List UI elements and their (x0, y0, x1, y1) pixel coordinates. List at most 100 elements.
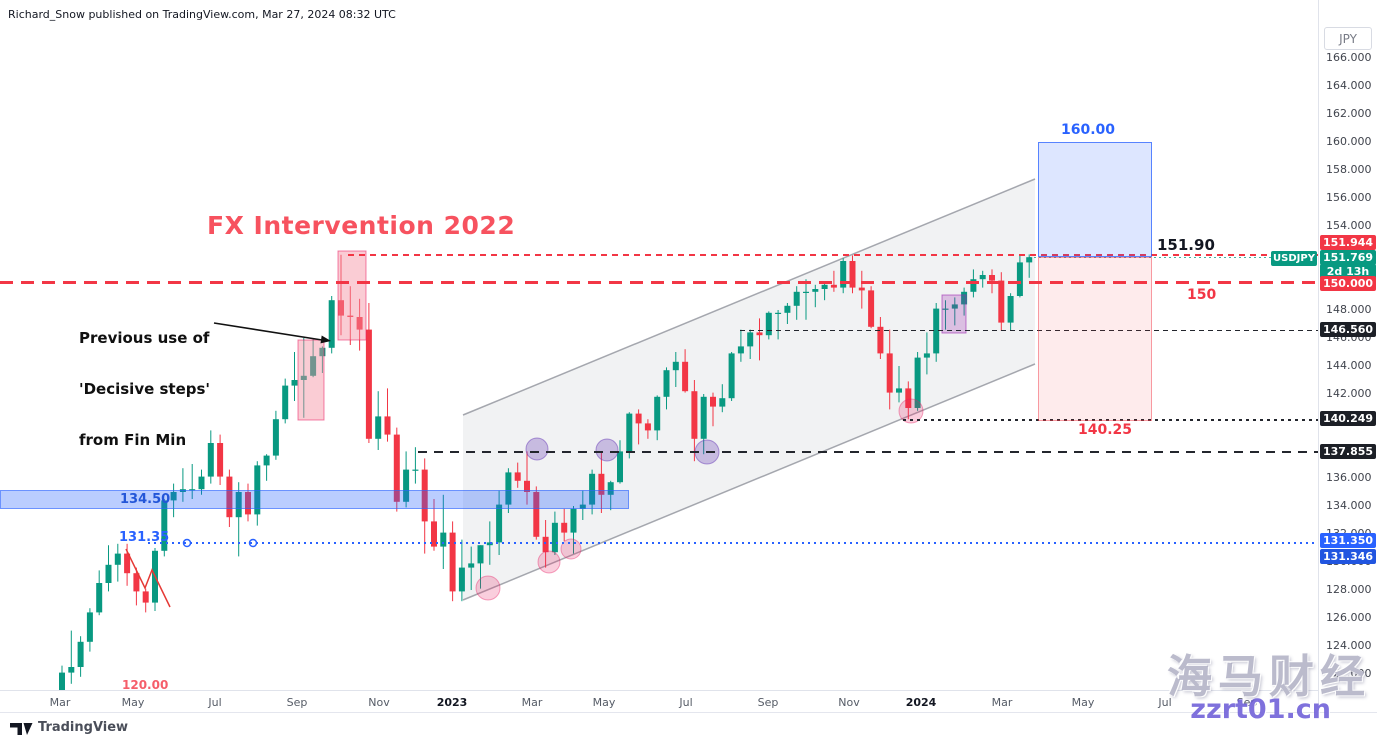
candle (905, 388, 912, 408)
attribution-text: Richard_Snow published on TradingView.co… (8, 8, 396, 21)
time-label-month: Sep (757, 696, 779, 709)
price-tick: 134.000 (1326, 499, 1372, 512)
candle (533, 492, 540, 537)
candle (263, 455, 270, 466)
candle (524, 480, 530, 492)
level-line-140-249[interactable] (903, 419, 1318, 421)
level-line-137-855[interactable] (418, 451, 1318, 453)
candle (272, 419, 279, 456)
candle (561, 522, 568, 533)
price-tick: 148.000 (1326, 303, 1372, 316)
candle (821, 284, 828, 289)
pink-marker-circle (475, 575, 501, 601)
level-line-151-90[interactable] (348, 254, 1318, 256)
candle (328, 300, 335, 348)
symbol-badge: USDJPY (1271, 251, 1317, 266)
downside-target-box[interactable] (1038, 257, 1152, 421)
candle (449, 532, 456, 592)
price-axis[interactable]: JPY 166.000 164.000 162.000 160.000 158.000 1… (1318, 0, 1377, 711)
time-label-month: May (592, 696, 616, 709)
candle (607, 482, 614, 495)
candle (198, 476, 205, 490)
time-label-month: Sep (1236, 696, 1258, 709)
candle (142, 591, 149, 603)
tradingview-brand-text[interactable]: TradingView (38, 720, 129, 735)
candle (923, 353, 930, 358)
candle (775, 312, 782, 314)
candle (189, 489, 196, 491)
candle (1016, 262, 1023, 296)
pink-marker-circle (537, 550, 561, 574)
candle (942, 308, 949, 310)
support-zone-134-50[interactable] (0, 490, 629, 509)
level-line-131-35[interactable] (148, 542, 1318, 544)
time-label-month: May (1071, 696, 1095, 709)
time-label-month: Mar (49, 696, 71, 709)
pink-marker-circle (560, 538, 582, 560)
candle (300, 375, 307, 380)
intervention-highlight-oct2022 (337, 250, 367, 341)
candle (644, 423, 651, 431)
intervention-highlight-sep2022 (297, 339, 325, 421)
chart-drawings (125, 250, 967, 608)
candle (961, 291, 968, 305)
pink-marker-circle (898, 398, 924, 424)
candle (877, 326, 884, 354)
candle (496, 504, 503, 543)
candle (133, 573, 140, 592)
candle (468, 563, 475, 568)
target-140-25-label: 140.25 (1078, 422, 1133, 438)
zone-134-50-label: 134.50 (120, 492, 171, 507)
candle (635, 413, 642, 424)
candle (914, 357, 921, 408)
candle (440, 532, 447, 547)
candle (765, 312, 772, 336)
candle (589, 473, 596, 505)
upside-target-box[interactable] (1038, 142, 1152, 257)
candle (626, 413, 633, 452)
currency-toggle-button[interactable]: JPY (1324, 27, 1372, 50)
level-line-146-560[interactable] (740, 330, 1318, 331)
current-price-line (1029, 257, 1318, 258)
candle (951, 304, 958, 309)
price-tick: 142.000 (1326, 387, 1372, 400)
annotation-arrow (213, 322, 331, 344)
candle (96, 583, 103, 613)
trend-channel (462, 178, 1036, 601)
candle (700, 396, 707, 439)
candle (793, 291, 800, 306)
candle (979, 275, 986, 280)
candle (514, 472, 521, 481)
candle (282, 385, 289, 420)
candle (235, 492, 242, 518)
level-line-150[interactable] (0, 281, 1318, 284)
candle (672, 361, 679, 371)
time-axis[interactable]: Mar May Jul Sep Nov 2023 Mar May Jul Sep Nov 2024 Ma… (0, 690, 1318, 713)
level-150-label: 150 (1187, 287, 1217, 303)
candle (105, 564, 112, 583)
candle (598, 473, 605, 495)
candle (691, 391, 698, 439)
candle (998, 280, 1005, 323)
candle (551, 522, 558, 553)
candle (654, 396, 661, 431)
candle (68, 667, 75, 673)
price-tick: 158.000 (1326, 163, 1372, 176)
candle (458, 567, 465, 592)
footer-bar: TradingView (0, 712, 1377, 742)
note-line: Previous use of (79, 329, 210, 347)
candle (393, 434, 400, 502)
time-label-month: May (121, 696, 145, 709)
candle (728, 353, 735, 399)
candle (812, 289, 819, 292)
time-label-year: 2023 (436, 696, 468, 709)
candle (849, 261, 856, 288)
candle (570, 508, 577, 533)
tradingview-logo-icon[interactable] (10, 720, 33, 736)
price-tick: 154.000 (1326, 219, 1372, 232)
price-axis-badge: 151.769 (1320, 250, 1376, 265)
candle (1026, 257, 1033, 263)
candle (226, 476, 233, 518)
candle (1007, 296, 1014, 323)
